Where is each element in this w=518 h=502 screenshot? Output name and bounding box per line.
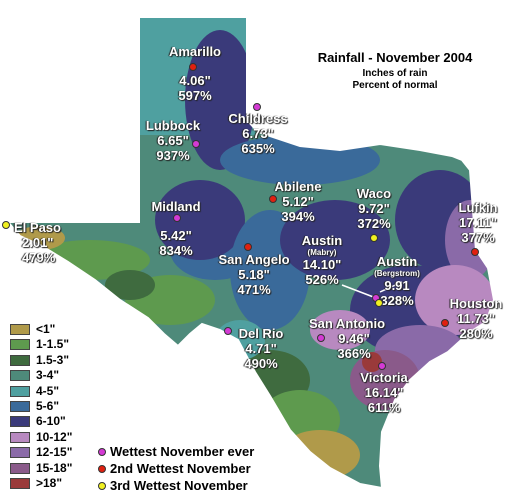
label-childress: Childress 6.73" 635% [228, 111, 288, 156]
label-lubbock: Lubbock 6.65" 937% [145, 118, 201, 163]
label-austin-mabry: Austin (Mabry) 14.10" 526% [301, 233, 343, 287]
dot-abilene [269, 195, 277, 203]
legend-swatch [10, 385, 30, 397]
legend-label: 15-18" [36, 460, 73, 475]
label-midland: Midland 5.42" 834% [151, 199, 201, 258]
legend-swatch [10, 400, 30, 412]
legend-label: 1-1.5" [36, 337, 70, 352]
label-victoria: Victoria 16.14" 611% [360, 370, 408, 415]
subtitle-line-2: Percent of normal [352, 80, 438, 91]
dot-midland [173, 214, 181, 222]
legend-label: 1.5-3" [36, 352, 70, 367]
key-label: 2nd Wettest November [110, 461, 251, 476]
legend-label: >18" [36, 475, 63, 490]
legend-label: 5-6" [36, 398, 60, 413]
dot-austin-bergstrom [375, 299, 383, 307]
legend-label: 3-4" [36, 368, 60, 383]
legend-swatch [10, 431, 30, 443]
label-austin-bergstrom: Austin (Bergstrom) 9.91 328% [374, 254, 420, 308]
dot-houston [441, 319, 449, 327]
legend-swatch [10, 477, 30, 489]
dot-victoria [378, 362, 386, 370]
legend-swatch [10, 447, 30, 459]
legend-swatch [10, 416, 30, 428]
label-waco: Waco 9.72" 372% [356, 186, 392, 231]
dot-sanantonio [317, 334, 325, 342]
legend-label: 4-5" [36, 383, 60, 398]
dot-waco [370, 234, 378, 242]
map-title: Rainfall - November 2004 [317, 50, 473, 65]
label-abilene: Abilene 5.12" 394% [274, 179, 322, 224]
legend-label: 12-15" [36, 445, 73, 460]
map-subtitle: Inches of rain Percent of normal [300, 68, 490, 92]
legend-label: <1" [36, 322, 56, 336]
legend-label: 6-10" [36, 414, 66, 429]
label-amarillo: Amarillo 4.06" 597% [168, 44, 221, 103]
key-dot [98, 482, 106, 490]
dot-elpaso [2, 221, 10, 229]
legend-swatch [10, 462, 30, 474]
subtitle-line-1: Inches of rain [362, 68, 428, 79]
key-label: Wettest November ever [110, 444, 255, 459]
label-houston: Houston 11.73" 280% [449, 296, 503, 341]
key-label: 3rd Wettest November [110, 478, 248, 493]
dot-amarillo [189, 63, 197, 71]
label-elpaso: El Paso 2.01" 479% [14, 220, 61, 265]
dot-lufkin [471, 248, 479, 256]
label-sanangelo: San Angelo 5.18" 471% [218, 252, 290, 297]
dot-childress [253, 103, 261, 111]
dot-delrio [224, 327, 232, 335]
dot-lubbock [192, 140, 200, 148]
label-sanantonio: San Antonio 9.46" 366% [308, 316, 386, 361]
legend-swatch [10, 339, 30, 351]
legend-swatch [10, 324, 30, 335]
dot-sanangelo [244, 243, 252, 251]
label-delrio: Del Rio 4.71" 490% [238, 326, 284, 371]
key-dot [98, 448, 106, 456]
label-lufkin: Lufkin 17.11" 377% [458, 200, 498, 245]
key-dot [98, 465, 106, 473]
legend-label: 10-12" [36, 429, 73, 444]
legend-swatch [10, 370, 30, 382]
legend-swatch [10, 354, 30, 366]
